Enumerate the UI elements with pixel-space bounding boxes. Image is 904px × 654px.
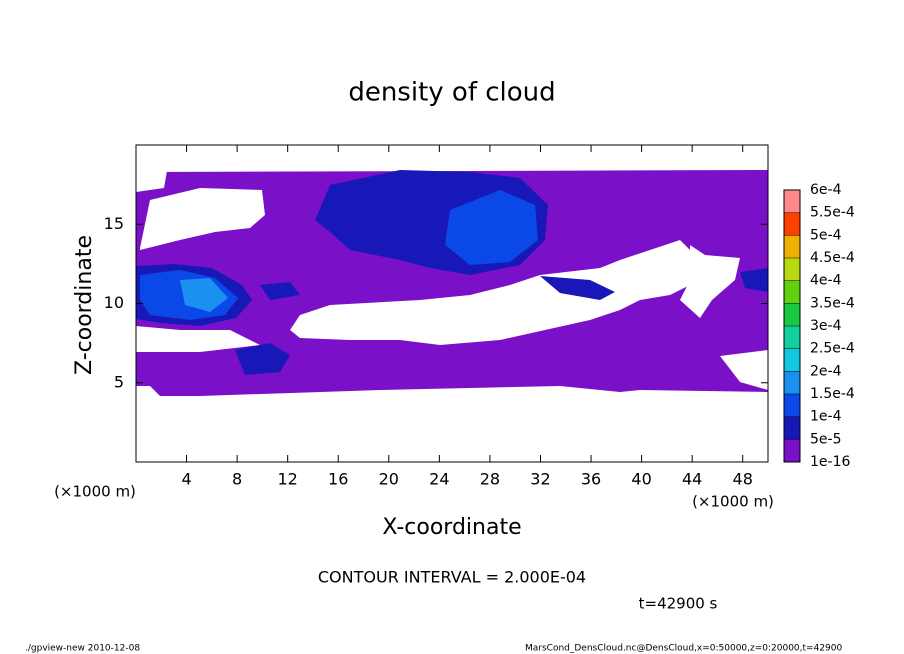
x-tick-label: 36 xyxy=(581,470,601,489)
y-tick-label: 10 xyxy=(104,293,124,312)
contour-region xyxy=(540,276,615,300)
colorbar-box xyxy=(784,326,800,349)
x-axis-label: X-coordinate xyxy=(382,515,521,540)
footer-right: MarsCond_DensCloud.nc@DensCloud,x=0:5000… xyxy=(525,644,842,654)
x-tick-label: 12 xyxy=(278,470,298,489)
x-tick-label: 24 xyxy=(429,470,449,489)
colorbar-label: 1.5e-4 xyxy=(810,386,855,402)
colorbar-label: 3.5e-4 xyxy=(810,295,855,311)
colorbar-label: 2.5e-4 xyxy=(810,341,855,357)
y-tick-label: 5 xyxy=(114,372,124,391)
contour-region xyxy=(235,343,290,375)
x-tick-label: 28 xyxy=(480,470,500,489)
colorbar-label: 1e-4 xyxy=(810,409,842,425)
contour-interval: CONTOUR INTERVAL = 2.000E-04 xyxy=(318,568,586,587)
contour-hole xyxy=(140,188,265,250)
colorbar-box xyxy=(784,348,800,372)
colorbar-label: 4e-4 xyxy=(810,273,842,289)
contour-hole xyxy=(680,245,740,318)
contour-hole xyxy=(290,240,695,345)
x-tick-label: 44 xyxy=(682,470,702,489)
colorbar-label: 4.5e-4 xyxy=(810,250,855,266)
contour-region xyxy=(136,170,768,396)
colorbar-box xyxy=(784,303,800,326)
colorbar-box xyxy=(784,190,800,213)
contour-hole xyxy=(136,326,260,352)
x-tick-label: 32 xyxy=(530,470,550,489)
colorbar-label: 5.5e-4 xyxy=(810,205,855,221)
footer-left: ./gpview-new 2010-12-08 xyxy=(25,644,140,654)
x-unit: (×1000 m) xyxy=(692,493,774,511)
colorbar-box xyxy=(784,280,800,304)
contour-region xyxy=(180,278,228,312)
x-tick-label: 8 xyxy=(232,470,242,489)
y-axis-label: Z-coordinate xyxy=(72,235,97,375)
x-tick-label: 4 xyxy=(181,470,191,489)
colorbar-box xyxy=(784,212,800,236)
contour-field xyxy=(136,165,768,396)
x-tick-label: 48 xyxy=(733,470,753,489)
colorbar-label: 2e-4 xyxy=(810,363,842,379)
colorbar-label: 6e-4 xyxy=(810,182,842,198)
colorbar-label: 1e-16 xyxy=(810,454,850,470)
colorbar-label: 5e-5 xyxy=(810,431,841,447)
colorbar-label: 3e-4 xyxy=(810,318,842,334)
colorbar-box xyxy=(784,235,800,258)
contour-region xyxy=(740,268,768,292)
colorbar-box xyxy=(784,371,800,394)
chart-title: density of cloud xyxy=(348,78,555,108)
colorbar-box xyxy=(784,258,800,281)
contour-region xyxy=(445,190,538,265)
y-tick-label: 15 xyxy=(104,214,124,233)
x-tick-label: 20 xyxy=(379,470,399,489)
time-label: t=42900 s xyxy=(639,595,718,613)
contour-hole xyxy=(720,350,768,390)
colorbar-box xyxy=(784,416,800,440)
contour-hole xyxy=(136,165,168,192)
colorbar-label: 5e-4 xyxy=(810,227,842,243)
x-tick-label: 16 xyxy=(328,470,348,489)
colorbar-box xyxy=(784,394,800,417)
x-tick-label: 40 xyxy=(631,470,651,489)
y-unit: (×1000 m) xyxy=(54,483,136,501)
colorbar-box xyxy=(784,439,800,462)
contour-region xyxy=(260,282,300,300)
